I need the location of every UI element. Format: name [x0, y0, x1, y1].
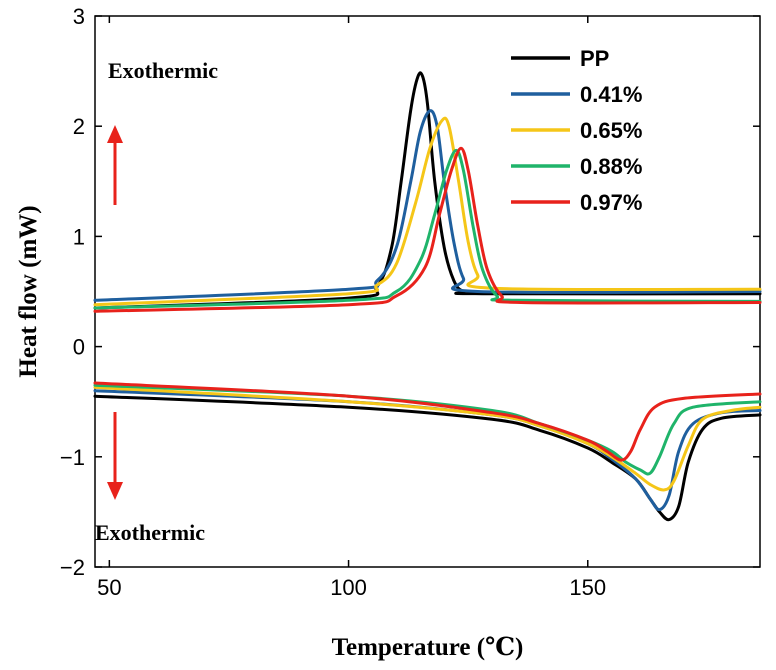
y-axis-title: Heat flow (mW) [15, 205, 42, 377]
x-axis-title: Temperature (℃) [332, 634, 524, 661]
y-tick-label: 1 [73, 224, 85, 249]
series-line-cooling [93, 71, 762, 310]
legend-label: PP [580, 46, 609, 71]
legend-item: 0.65% [511, 118, 642, 143]
legend-item: 0.41% [511, 82, 642, 107]
arrow-head [107, 482, 123, 500]
series-line-cooling [93, 116, 762, 307]
series-line-heating [93, 385, 762, 492]
series-layer [93, 71, 762, 522]
series-line-cooling [93, 146, 762, 313]
legend-item: 0.97% [511, 190, 642, 215]
y-tick-label: −1 [60, 445, 85, 470]
annotation-text-bottom: Exothermic [95, 520, 205, 545]
y-tick-label: −2 [60, 555, 85, 580]
annotation-exothermic-top: Exothermic [107, 58, 218, 205]
legend: PP 0.41% 0.65% 0.88% 0.97% [511, 46, 642, 215]
x-tick-label: 150 [569, 575, 606, 600]
legend-label: 0.97% [580, 190, 642, 215]
arrow-head [107, 125, 123, 143]
annotation-text-top: Exothermic [108, 58, 218, 83]
plot-area: 50 100 150 −2 −1 0 1 2 3 [60, 4, 762, 600]
arrow-up-icon [107, 125, 123, 205]
legend-label: 0.41% [580, 82, 642, 107]
legend-label: 0.88% [580, 154, 642, 179]
series-line-heating [93, 381, 762, 462]
legend-item: 0.88% [511, 154, 642, 179]
y-tick-label: 2 [73, 114, 85, 139]
x-tick-label: 50 [97, 575, 121, 600]
series-line-cooling [93, 148, 762, 310]
series-line-cooling [93, 109, 762, 302]
arrow-down-icon [107, 412, 123, 500]
y-tick-label: 0 [73, 335, 85, 360]
series-line-heating [93, 383, 762, 476]
tick-layer: 50 100 150 −2 −1 0 1 2 3 [60, 4, 760, 600]
x-tick-label: 100 [330, 575, 367, 600]
legend-label: 0.65% [580, 118, 642, 143]
y-tick-label: 3 [73, 4, 85, 29]
annotation-exothermic-bottom: Exothermic [95, 412, 205, 545]
legend-item: PP [511, 46, 609, 71]
